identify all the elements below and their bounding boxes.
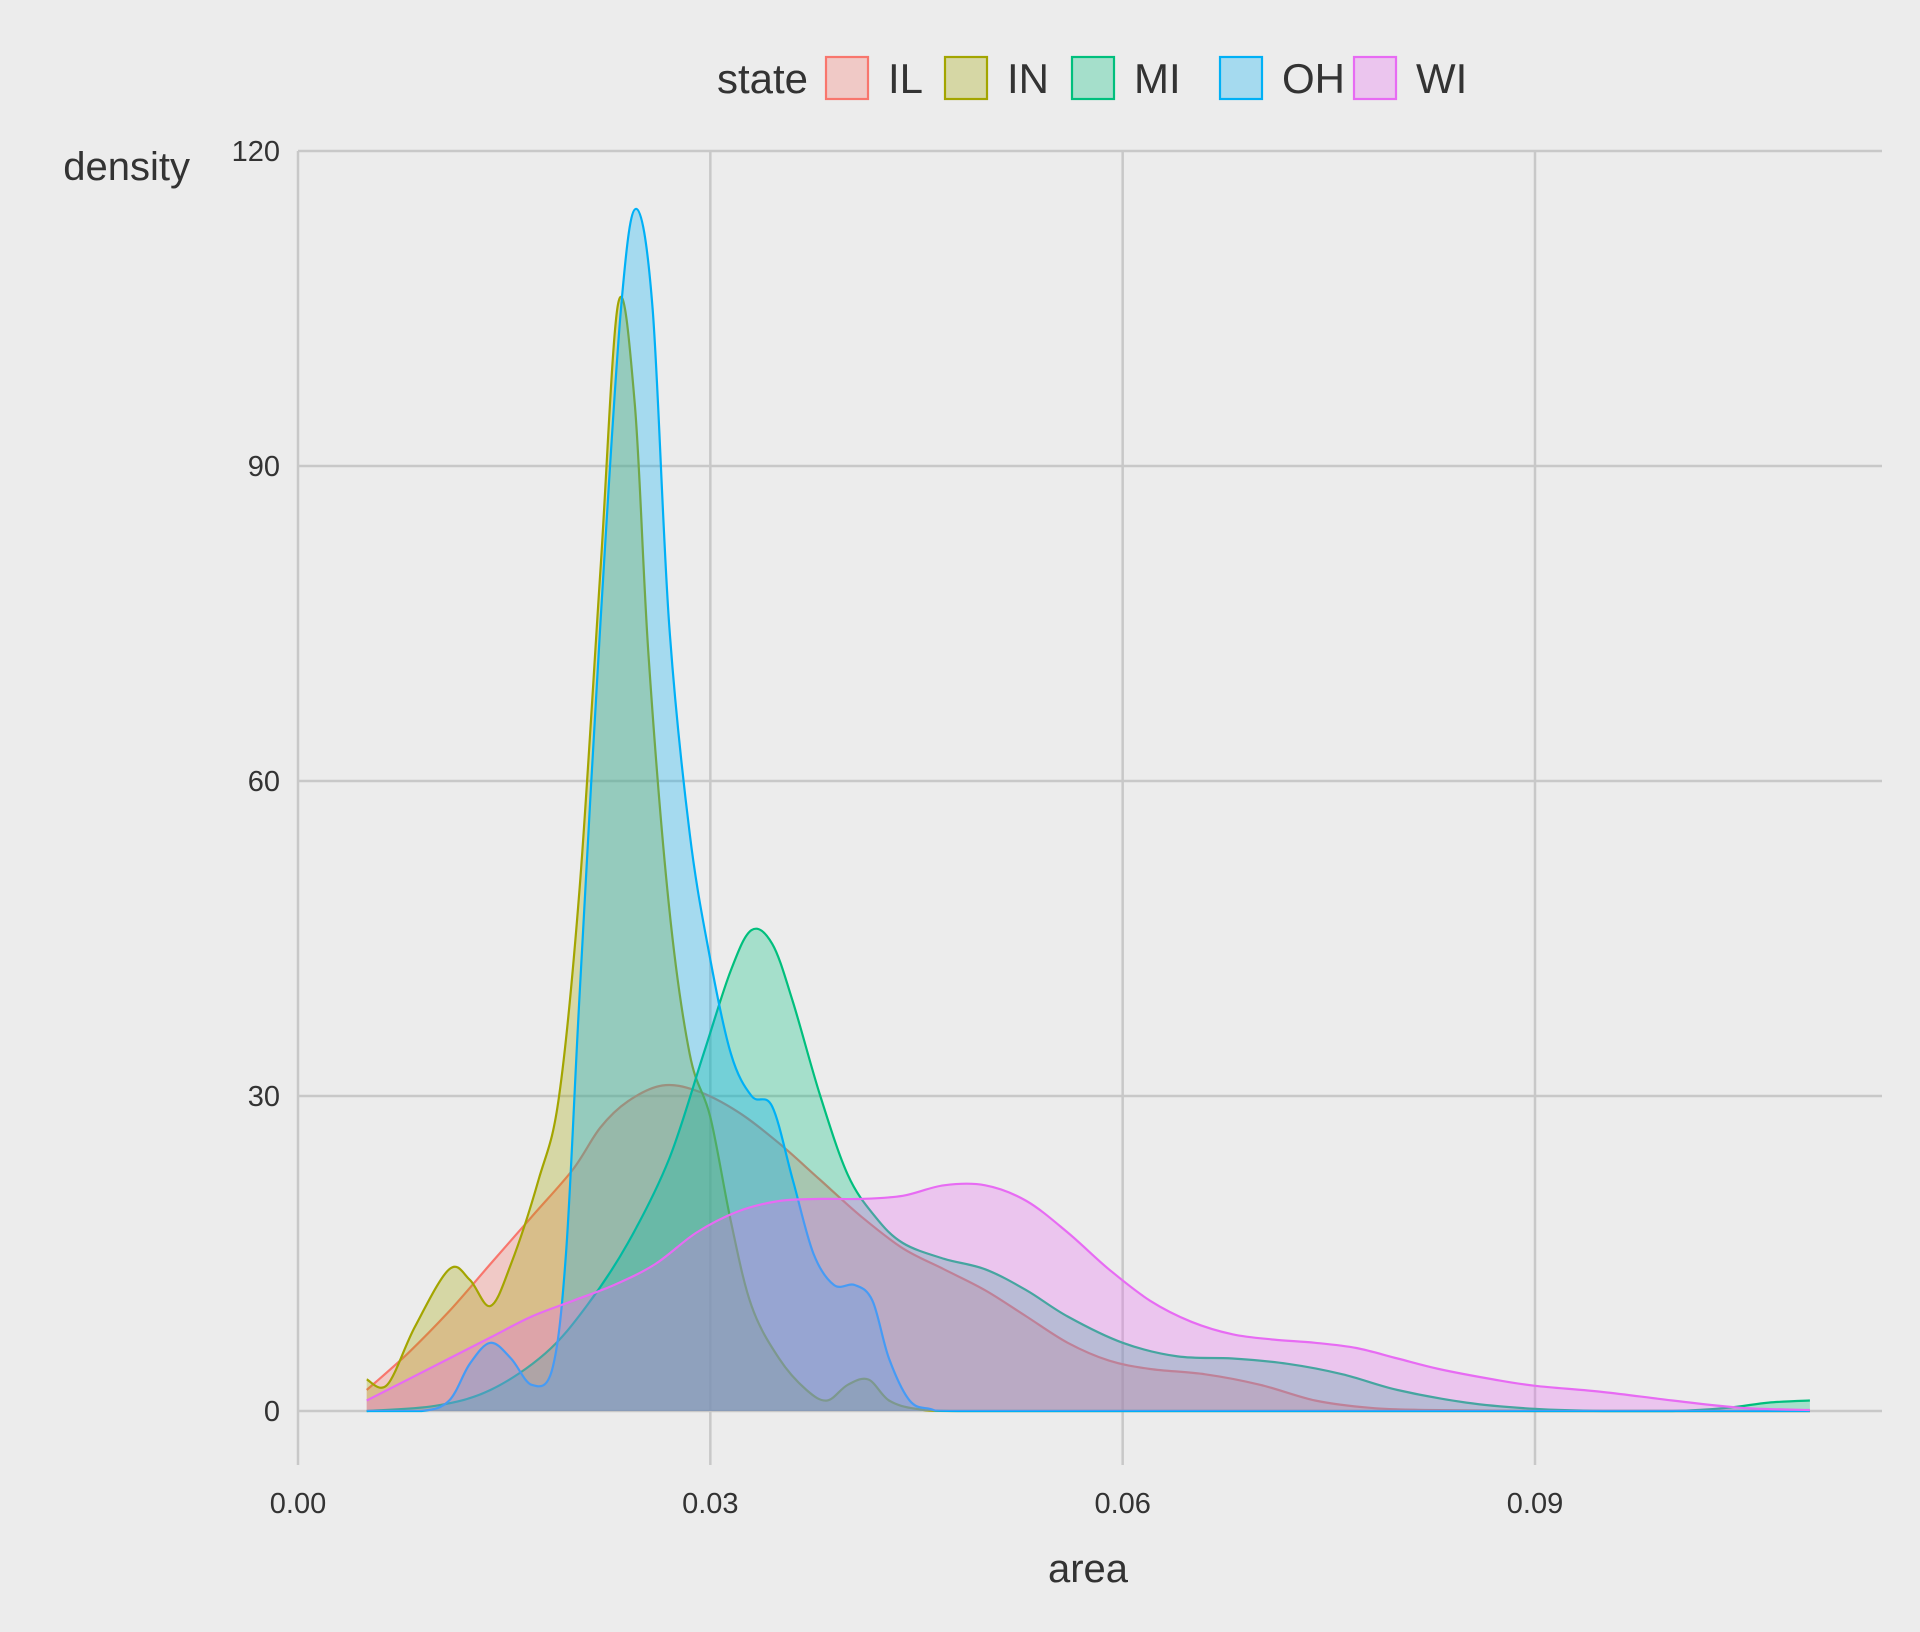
density-area-il	[366, 1084, 1810, 1411]
legend-label-wi: WI	[1416, 55, 1467, 102]
legend-key-mi	[1070, 55, 1116, 101]
legend-label-mi: MI	[1134, 55, 1181, 102]
y-tick-label: 0	[264, 1396, 280, 1428]
density-area-in	[366, 296, 1810, 1411]
density-areas	[365, 207, 1810, 1413]
density-line-in	[366, 295, 1810, 1413]
density-area-oh	[366, 208, 1810, 1411]
legend-label-il: IL	[888, 55, 923, 102]
legend-key-wi	[1352, 55, 1398, 101]
x-tick-label: 0.00	[270, 1488, 326, 1520]
x-axis-title: area	[1048, 1547, 1129, 1591]
density-line-mi	[366, 927, 1810, 1413]
y-axis-ticks: 0 30 60 90 120	[232, 136, 280, 1428]
legend-key-oh	[1218, 55, 1264, 101]
legend: state IL IN MI OH WI	[717, 55, 1467, 102]
density-line-oh	[366, 207, 1810, 1413]
y-tick-label: 60	[248, 766, 280, 798]
y-tick-label: 90	[248, 451, 280, 483]
legend-key-in	[943, 55, 989, 101]
density-area-wi	[366, 1183, 1810, 1411]
legend-label-in: IN	[1007, 55, 1049, 102]
x-axis-ticks: 0.00 0.03 0.06 0.09	[270, 1488, 1563, 1520]
gridlines	[296, 149, 1882, 1465]
density-line-wi	[366, 1182, 1810, 1412]
legend-title: state	[717, 55, 808, 102]
x-tick-label: 0.03	[682, 1488, 738, 1520]
legend-label-oh: OH	[1282, 55, 1345, 102]
density-area-mi	[366, 928, 1810, 1411]
x-tick-label: 0.09	[1507, 1488, 1563, 1520]
y-tick-label: 120	[232, 136, 280, 168]
x-tick-label: 0.06	[1094, 1488, 1150, 1520]
legend-key-il	[824, 55, 870, 101]
y-axis-title: density	[63, 145, 190, 189]
y-tick-label: 30	[248, 1081, 280, 1113]
